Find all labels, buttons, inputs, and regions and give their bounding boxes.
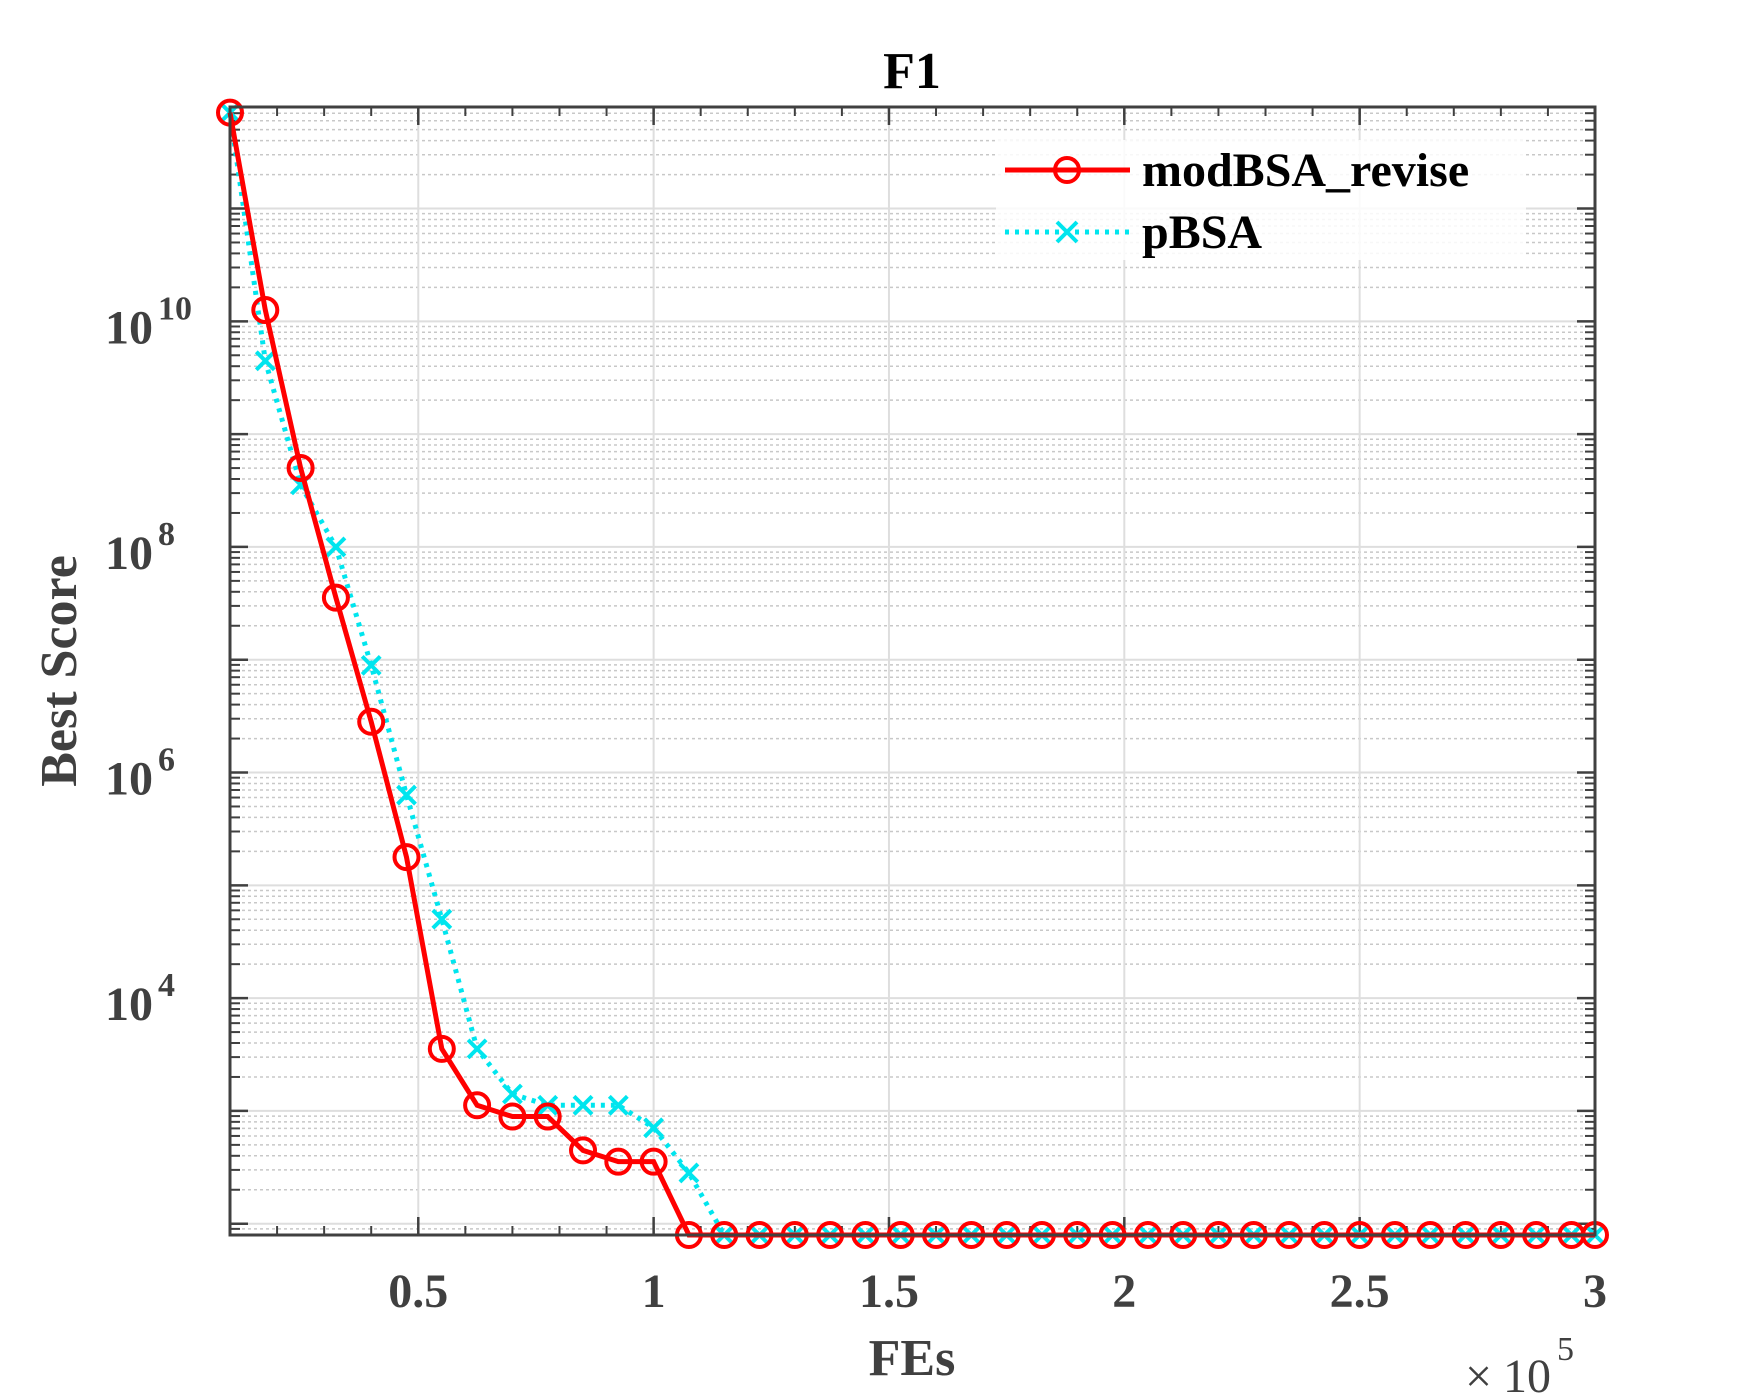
x-exponent-multiplier: ×: [1465, 1350, 1492, 1400]
y-tick-label: 10 8: [105, 516, 175, 580]
data-point-circle: [498, 1102, 527, 1131]
chart-title: F1: [883, 43, 941, 100]
data-point-circle: [392, 843, 421, 872]
data-point-x: [678, 1162, 700, 1184]
data-point-circle: [604, 1147, 633, 1176]
data-point-x: [501, 1083, 523, 1105]
x-exponent-power: 5: [1557, 1331, 1574, 1368]
data-point-x: [643, 1117, 665, 1139]
x-tick-label: 2: [1112, 1265, 1136, 1318]
plot-frame: [228, 105, 1597, 1237]
data-point-circle: [533, 1102, 562, 1131]
data-point-circle: [569, 1136, 598, 1165]
x-tick-label: 0.5: [388, 1265, 448, 1318]
data-point-circle: [639, 1147, 668, 1176]
y-tick-base: 10: [105, 301, 153, 354]
x-tick-label: 1.5: [859, 1265, 919, 1318]
legend-marker-pbsa: [1055, 220, 1079, 244]
x-axis-label: FEs: [869, 1330, 956, 1387]
data-point-circle: [463, 1091, 492, 1120]
legend-label-modbsa: modBSA_revise: [1142, 144, 1469, 197]
x-tick-label: 1: [642, 1265, 666, 1318]
data-point-x: [325, 536, 347, 558]
legend-marker-modbsa: [1053, 156, 1081, 184]
data-point-x: [466, 1038, 488, 1060]
data-point-circle: [286, 453, 315, 482]
y-tick-base: 10: [105, 527, 153, 580]
y-tick-base: 10: [105, 978, 153, 1031]
data-point-circle: [357, 707, 386, 736]
data-point-x: [360, 654, 382, 676]
data-point-circle: [427, 1034, 456, 1063]
y-axis-label: Best Score: [31, 555, 88, 787]
data-point-x: [607, 1094, 629, 1116]
y-tick-power: 6: [158, 742, 175, 779]
x-exponent-label: × 10 5: [1465, 1331, 1574, 1400]
data-point-x: [431, 908, 453, 930]
legend-label-pbsa: pBSA: [1142, 206, 1262, 259]
data-point-x: [396, 784, 417, 806]
data-point-x: [572, 1094, 594, 1116]
y-tick-label: 10 4: [105, 967, 175, 1031]
y-tick-label: 10 6: [105, 742, 175, 806]
y-tick-label: 10 10: [105, 290, 192, 354]
y-tick-power: 4: [158, 967, 175, 1004]
x-exponent-base: 10: [1503, 1350, 1551, 1400]
y-tick-base: 10: [105, 753, 153, 806]
data-point-circle: [321, 583, 350, 612]
x-tick-label: 3: [1583, 1265, 1607, 1318]
legend-box: [996, 140, 1526, 260]
y-tick-power: 8: [158, 516, 175, 553]
data-point-circle: [251, 296, 280, 325]
y-tick-power: 10: [158, 290, 192, 327]
legend: modBSA_revise pBSA: [996, 140, 1526, 260]
data-point-x: [254, 350, 276, 372]
x-tick-label: 2.5: [1330, 1265, 1390, 1318]
